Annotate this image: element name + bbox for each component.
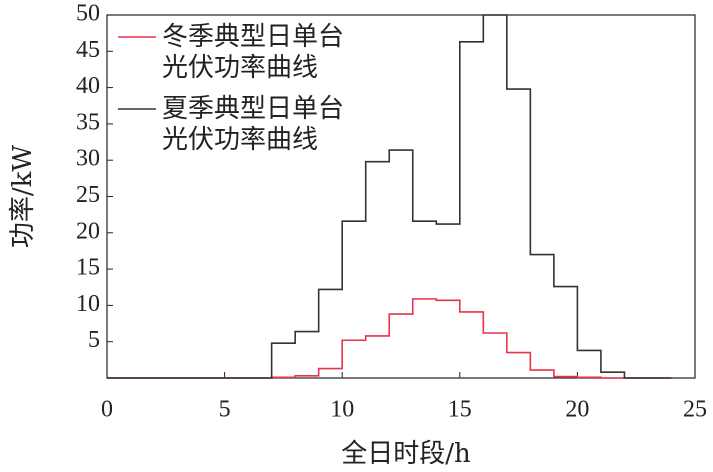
x-tick-label: 15 <box>448 397 472 423</box>
y-tick-label: 15 <box>76 255 100 281</box>
x-tick-label: 10 <box>330 397 354 423</box>
y-tick-label: 35 <box>76 109 100 135</box>
y-tick-label: 50 <box>76 1 100 27</box>
y-tick-label: 5 <box>88 327 100 353</box>
y-tick-label: 30 <box>76 146 100 172</box>
y-tick-label: 10 <box>76 291 100 317</box>
y-tick-label: 40 <box>76 73 100 99</box>
step-line <box>107 14 672 379</box>
x-tick-label: 0 <box>101 397 113 423</box>
x-tick-label: 25 <box>683 397 707 423</box>
y-tick-label: 45 <box>76 37 100 63</box>
y-tick-label: 20 <box>76 218 100 244</box>
y-tick-label: 25 <box>76 182 100 208</box>
legend-label: 夏季典型日单台光伏功率曲线 <box>162 94 345 155</box>
x-axis-label: 全日时段/h <box>341 439 471 469</box>
x-tick-label: 20 <box>565 397 589 423</box>
step-line <box>107 298 672 379</box>
y-axis-label: 功率/kW <box>8 145 38 249</box>
x-tick-label: 5 <box>219 397 231 423</box>
legend-label: 冬季典型日单台光伏功率曲线 <box>162 22 345 83</box>
